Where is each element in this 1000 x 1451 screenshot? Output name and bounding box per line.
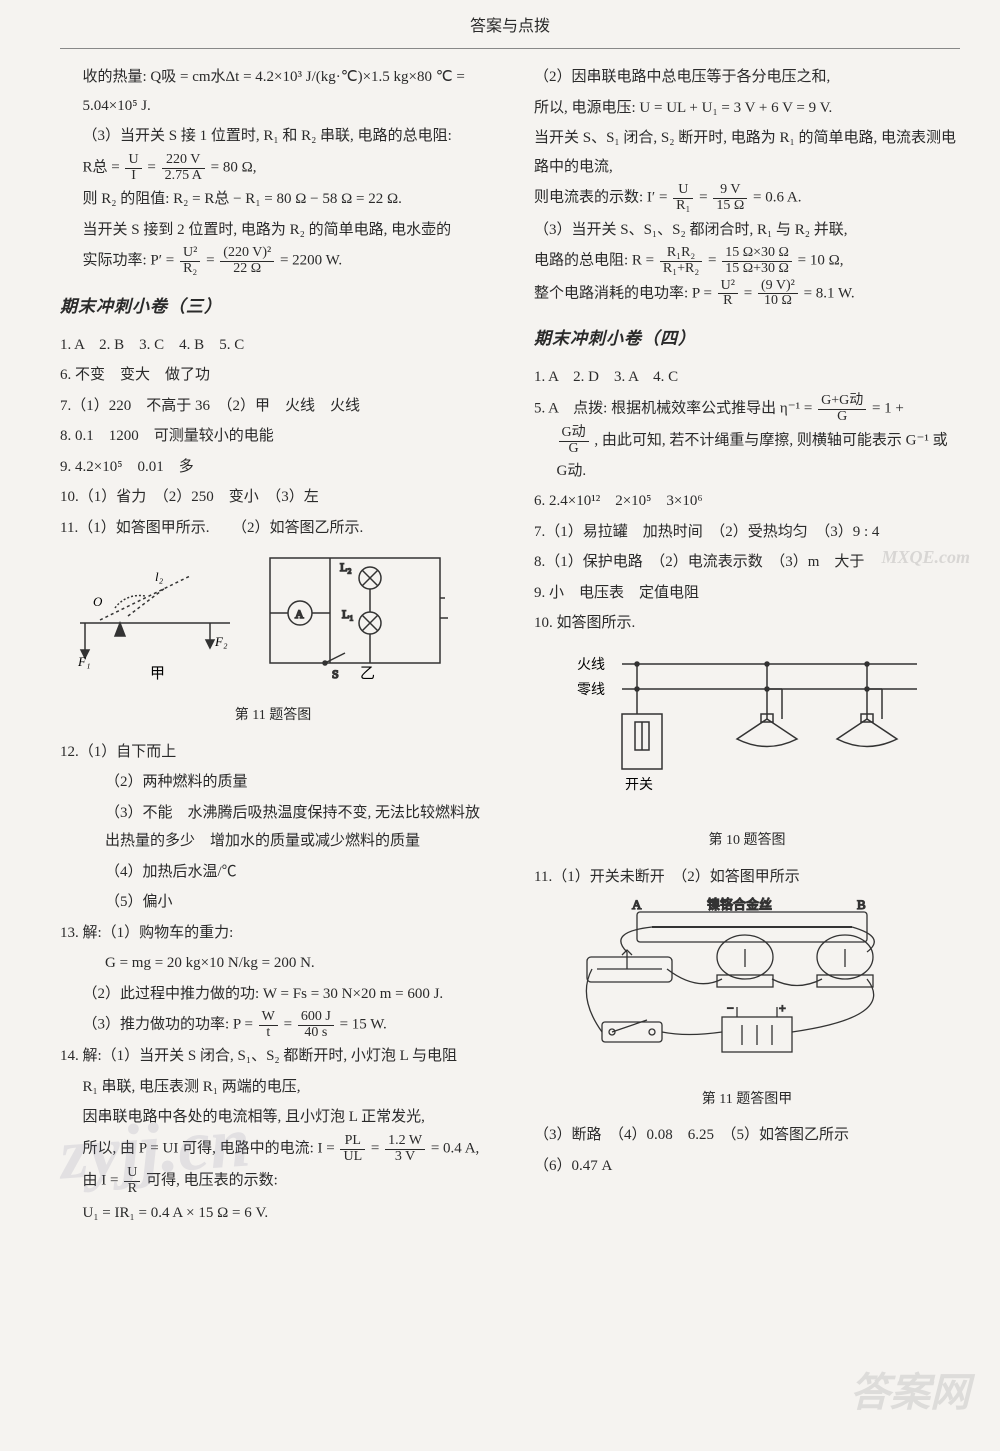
formula-line: 所以, 由 P = UI 可得, 电路中的电流: I = PLUL = 1.2 … [60,1134,486,1164]
formula-line: 整个电路消耗的电功率: P = U²R = (9 V)²10 Ω = 8.1 W… [534,279,960,309]
answer-line: 1. A 2. B 3. C 4. B 5. C [60,331,486,360]
answer-line: 9. 小 电压表 定值电阻 [534,579,960,608]
left-column: 收的热量: Q吸 = cm水Δt = 4.2×10³ J/(kg·℃)×1.5 … [60,63,486,1229]
svg-text:F₂: F₂ [214,634,228,649]
label: R总 = [83,160,120,176]
answer-line: （3）断路 （4）0.08 6.25 （5）如答图乙所示 [534,1121,960,1150]
watermark: 答案网 [850,1355,970,1431]
answer-line: （4）加热后水温/℃ [60,858,486,887]
svg-text:火线: 火线 [577,657,605,673]
answer-line: （2）此过程中推力做的功: W = Fs = 30 N×20 m = 600 J… [60,980,486,1009]
q11-diagram: F₁ F₂ O l₂ 甲 A L₂ L₁ [60,548,460,688]
fraction: 220 V2.75 A [162,153,205,183]
answer-line: （2）两种燃料的质量 [60,768,486,797]
answer-line: G = mg = 20 kg×10 N/kg = 200 N. [60,949,486,978]
formula-line: G动G , 由此可知, 若不计绳重与摩擦, 则横轴可能表示 G⁻¹ 或 G动. [534,426,960,485]
figure-q11: F₁ F₂ O l₂ 甲 A L₂ L₁ [60,548,486,729]
text-line: （3）当开关 S、S₁、S₂ 都闭合时, R₁ 与 R₂ 并联, [534,216,960,245]
svg-text:镍铬合金丝: 镍铬合金丝 [707,897,772,912]
svg-text:−: − [727,1001,734,1015]
svg-text:A: A [295,607,304,621]
fraction: UI [125,153,141,183]
svg-text:F₁: F₁ [77,654,90,669]
svg-text:甲: 甲 [150,666,165,682]
answer-line: 7.（1）易拉罐 加热时间 （2）受热均匀 （3）9 : 4 [534,518,960,547]
answer-line: 10.（1）省力 （2）250 变小 （3）左 [60,483,486,512]
section-title-3: 期末冲刺小卷（三） [60,291,486,323]
answer-line: R₁ 串联, 电压表测 R₁ 两端的电压, [60,1073,486,1102]
answer-line: 7.（1）220 不高于 36 （2）甲 火线 火线 [60,392,486,421]
svg-text:O: O [93,594,103,609]
fraction: (220 V)²22 Ω [220,246,274,276]
svg-text:S: S [332,667,339,681]
answer-line: 11.（1）如答图甲所示. （2）如答图乙所示. [60,514,486,543]
answer-line: 14. 解:（1）当开关 S 闭合, S₁、S₂ 都断开时, 小灯泡 L 与电阻 [60,1042,486,1071]
text-line: 收的热量: Q吸 = cm水Δt = 4.2×10³ J/(kg·℃)×1.5 … [60,63,486,120]
svg-text:开关: 开关 [625,777,653,793]
section-title-4: 期末冲刺小卷（四） [534,323,960,355]
formula-line: （3）推力做功的功率: P = Wt = 600 J40 s = 15 W. [60,1010,486,1040]
text-line: 则 R₂ 的阻值: R₂ = R总 − R₁ = 80 Ω − 58 Ω = 2… [60,185,486,214]
answer-line: 10. 如答图所示. [534,609,960,638]
answer-line: （6）0.47 A [534,1152,960,1181]
svg-text:l₂: l₂ [155,569,164,584]
right-column: （2）因串联电路中总电压等于各分电压之和, 所以, 电源电压: U = UL +… [534,63,960,1229]
text-line: （2）因串联电路中总电压等于各分电压之和, [534,63,960,92]
answer-line: 6. 不变 变大 做了功 [60,361,486,390]
figure-q10: 火线 零线 开关 第 10 题答图 [534,644,960,855]
answer-line: 因串联电路中各处的电流相等, 且小灯泡 L 正常发光, [60,1103,486,1132]
formula-line: 5. A 点拨: 根据机械效率公式推导出 η⁻¹ = G+G动G = 1 + [534,394,960,424]
formula-line: 电路的总电阻: R = R₁R₂R₁+R₂ = 15 Ω×30 Ω15 Ω+30… [534,246,960,276]
svg-text:L₂: L₂ [340,560,352,574]
answer-line: 11.（1）开关未断开 （2）如答图甲所示 [534,863,960,892]
text-line: （3）当开关 S 接 1 位置时, R₁ 和 R₂ 串联, 电路的总电阻: [60,122,486,151]
answer-line: （5）偏小 [60,888,486,917]
svg-text:乙: 乙 [360,666,375,682]
svg-text:A: A [632,897,642,912]
answer-line: U₁ = IR₁ = 0.4 A × 15 Ω = 6 V. [60,1199,486,1228]
answer-line: 1. A 2. D 3. A 4. C [534,363,960,392]
answer-line: 12.（1）自下而上 [60,738,486,767]
formula-line: R总 = UI = 220 V2.75 A = 80 Ω, [60,153,486,183]
svg-text:+: + [779,1001,786,1015]
figure-caption: 第 10 题答图 [534,828,960,855]
answer-line: 8. 0.1 1200 可测量较小的电能 [60,422,486,451]
text-line: 当开关 S、S₁ 闭合, S₂ 断开时, 电路为 R₁ 的简单电路, 电流表测电… [534,124,960,181]
answer-line: 13. 解:（1）购物车的重力: [60,919,486,948]
formula-line: 则电流表的示数: I′ = UR₁ = 9 V15 Ω = 0.6 A. [534,183,960,213]
answer-line: （3）不能 水沸腾后吸热温度保持不变, 无法比较燃料放出热量的多少 增加水的质量… [60,799,486,856]
svg-text:B: B [857,897,866,912]
answer-line: 6. 2.4×10¹² 2×10⁵ 3×10⁶ [534,487,960,516]
answer-line: 9. 4.2×10⁵ 0.01 多 [60,453,486,482]
experiment-diagram: A B 镍铬合金丝 [567,897,927,1072]
formula-line: 由 I = UR 可得, 电压表的示数: [60,1166,486,1196]
figure-caption: 第 11 题答图 [60,703,486,730]
formula-line: 实际功率: P′ = U²R₂ = (220 V)²22 Ω = 2200 W. [60,246,486,276]
text-line: 当开关 S 接到 2 位置时, 电路为 R₂ 的简单电路, 电水壶的 [60,216,486,245]
page-header: 答案与点拨 [60,12,960,49]
answer-line: 8.（1）保护电路 （2）电流表示数 （3）m 大于 [534,548,960,577]
fraction: U²R₂ [180,246,200,276]
svg-text:零线: 零线 [577,682,605,698]
svg-text:L₁: L₁ [342,607,354,621]
figure-q11-right: A B 镍铬合金丝 [534,897,960,1113]
figure-caption: 第 11 题答图甲 [534,1087,960,1114]
text-line: 所以, 电源电压: U = UL + U₁ = 3 V + 6 V = 9 V. [534,94,960,123]
household-circuit-diagram: 火线 零线 开关 [567,644,927,814]
